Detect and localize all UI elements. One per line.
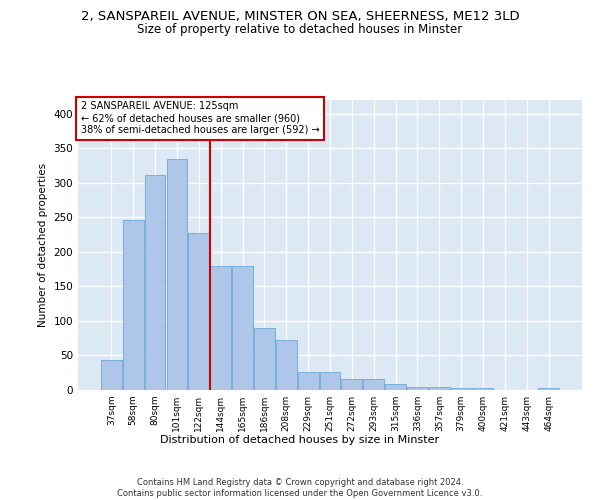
Bar <box>385 384 406 390</box>
Bar <box>101 360 122 390</box>
Text: Distribution of detached houses by size in Minster: Distribution of detached houses by size … <box>160 435 440 445</box>
Bar <box>232 266 253 390</box>
Bar <box>451 388 472 390</box>
Y-axis label: Number of detached properties: Number of detached properties <box>38 163 48 327</box>
Bar <box>341 379 362 390</box>
Bar <box>145 174 166 390</box>
Text: 2, SANSPAREIL AVENUE, MINSTER ON SEA, SHEERNESS, ME12 3LD: 2, SANSPAREIL AVENUE, MINSTER ON SEA, SH… <box>80 10 520 23</box>
Bar <box>364 379 384 390</box>
Bar <box>429 387 450 390</box>
Bar <box>320 372 340 390</box>
Bar <box>123 220 143 390</box>
Bar <box>167 158 187 390</box>
Text: Contains HM Land Registry data © Crown copyright and database right 2024.
Contai: Contains HM Land Registry data © Crown c… <box>118 478 482 498</box>
Bar <box>210 266 231 390</box>
Bar <box>538 388 559 390</box>
Bar <box>407 387 428 390</box>
Bar <box>188 234 209 390</box>
Bar <box>276 340 296 390</box>
Bar <box>254 328 275 390</box>
Text: Size of property relative to detached houses in Minster: Size of property relative to detached ho… <box>137 22 463 36</box>
Bar <box>298 372 319 390</box>
Text: 2 SANSPAREIL AVENUE: 125sqm
← 62% of detached houses are smaller (960)
38% of se: 2 SANSPAREIL AVENUE: 125sqm ← 62% of det… <box>80 102 319 134</box>
Bar <box>473 388 493 390</box>
